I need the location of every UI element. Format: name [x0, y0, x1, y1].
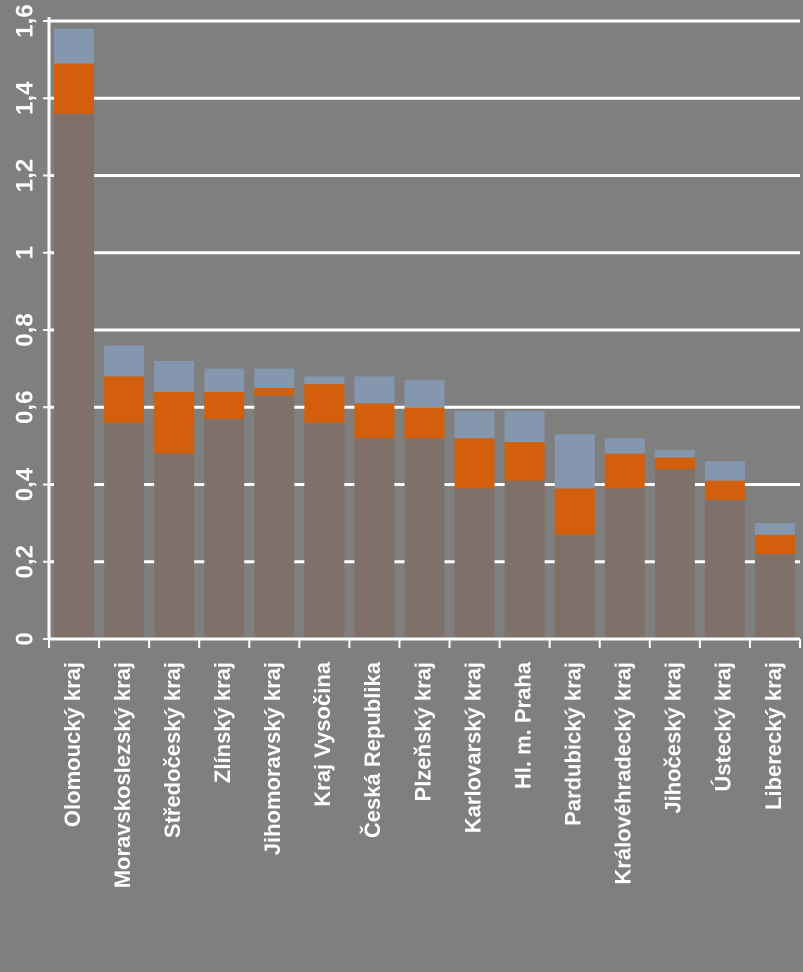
y-tick-label: 0,8: [11, 313, 38, 346]
category-label: Jihomoravský kraj: [260, 662, 285, 855]
category-label: Středočeský kraj: [160, 662, 185, 838]
category-label: Olomoucký kraj: [60, 662, 85, 827]
bar-segment: [454, 438, 495, 489]
bar-segment: [254, 387, 295, 396]
y-tick-label: 0: [11, 632, 38, 645]
category-label: Ústecký kraj: [711, 662, 736, 792]
y-tick-label: 1: [11, 246, 38, 259]
bar-segment: [254, 368, 295, 388]
bar-segment: [604, 438, 645, 454]
bar-segment: [654, 449, 695, 458]
y-tick-label: 1,6: [11, 4, 38, 37]
bar-segment: [304, 384, 345, 423]
bar-segment: [654, 457, 695, 470]
category-label: Česká Republika: [360, 661, 385, 838]
bar-segment: [654, 469, 695, 639]
bars: [54, 28, 795, 639]
bar-segment: [304, 422, 345, 639]
bar-segment: [54, 28, 95, 64]
axes: [43, 17, 801, 648]
y-tick-label: 0,2: [11, 545, 38, 578]
category-label: Zlínský kraj: [210, 662, 235, 783]
bar-segment: [554, 434, 595, 489]
bar-segment: [504, 480, 545, 639]
category-label: Jihočeský kraj: [661, 662, 686, 814]
bar-segment: [704, 499, 745, 639]
bar-segment: [54, 63, 95, 114]
bar-segment: [354, 376, 395, 404]
category-label: Moravskoslezský kraj: [110, 662, 135, 888]
bar-segment: [354, 438, 395, 639]
category-label: Královéhradecký kraj: [611, 662, 636, 885]
bar-segment: [104, 345, 145, 377]
y-tick-label: 0,4: [11, 467, 38, 501]
bar-segment: [104, 376, 145, 423]
bar-segment: [454, 411, 495, 439]
bar-segment: [204, 368, 245, 392]
category-label: Hl. m. Praha: [510, 661, 535, 789]
bar-segment: [354, 403, 395, 439]
category-label: Kraj Vysočina: [310, 661, 335, 806]
bar-segment: [604, 488, 645, 639]
bar-segment: [204, 418, 245, 639]
bar-segment: [604, 453, 645, 489]
bar-segment: [404, 407, 445, 439]
bar-segment: [54, 113, 95, 639]
bar-segment: [504, 442, 545, 481]
bar-segment: [704, 480, 745, 500]
bar-segment: [204, 391, 245, 419]
bar-segment: [754, 554, 795, 639]
bar-segment: [704, 461, 745, 481]
category-label: Liberecký kraj: [761, 662, 786, 810]
y-tick-label: 1,4: [11, 81, 38, 115]
category-label: Karlovarský kraj: [460, 662, 485, 833]
bar-segment: [154, 453, 195, 639]
category-label: Pardubický kraj: [561, 662, 586, 826]
bar-segment: [754, 534, 795, 555]
bar-segment: [104, 422, 145, 639]
bar-segment: [454, 488, 495, 639]
bar-segment: [554, 534, 595, 639]
y-tick-label: 1,2: [11, 159, 38, 192]
bar-segment: [404, 438, 445, 639]
bar-segment: [254, 395, 295, 639]
bar-segment: [304, 376, 345, 385]
category-label: Plzeňský kraj: [410, 662, 435, 801]
bar-segment: [154, 360, 195, 392]
bar-segment: [504, 411, 545, 443]
bar-segment: [404, 380, 445, 408]
bar-segment: [754, 523, 795, 535]
bar-segment: [554, 488, 595, 535]
bar-segment: [154, 391, 195, 454]
labels: 0 0,2 0,4 0,6 0,8 1 1,2 1,4 1,6 Olomoucký kraj Mor…: [11, 4, 785, 888]
y-tick-label: 0,6: [11, 391, 38, 424]
